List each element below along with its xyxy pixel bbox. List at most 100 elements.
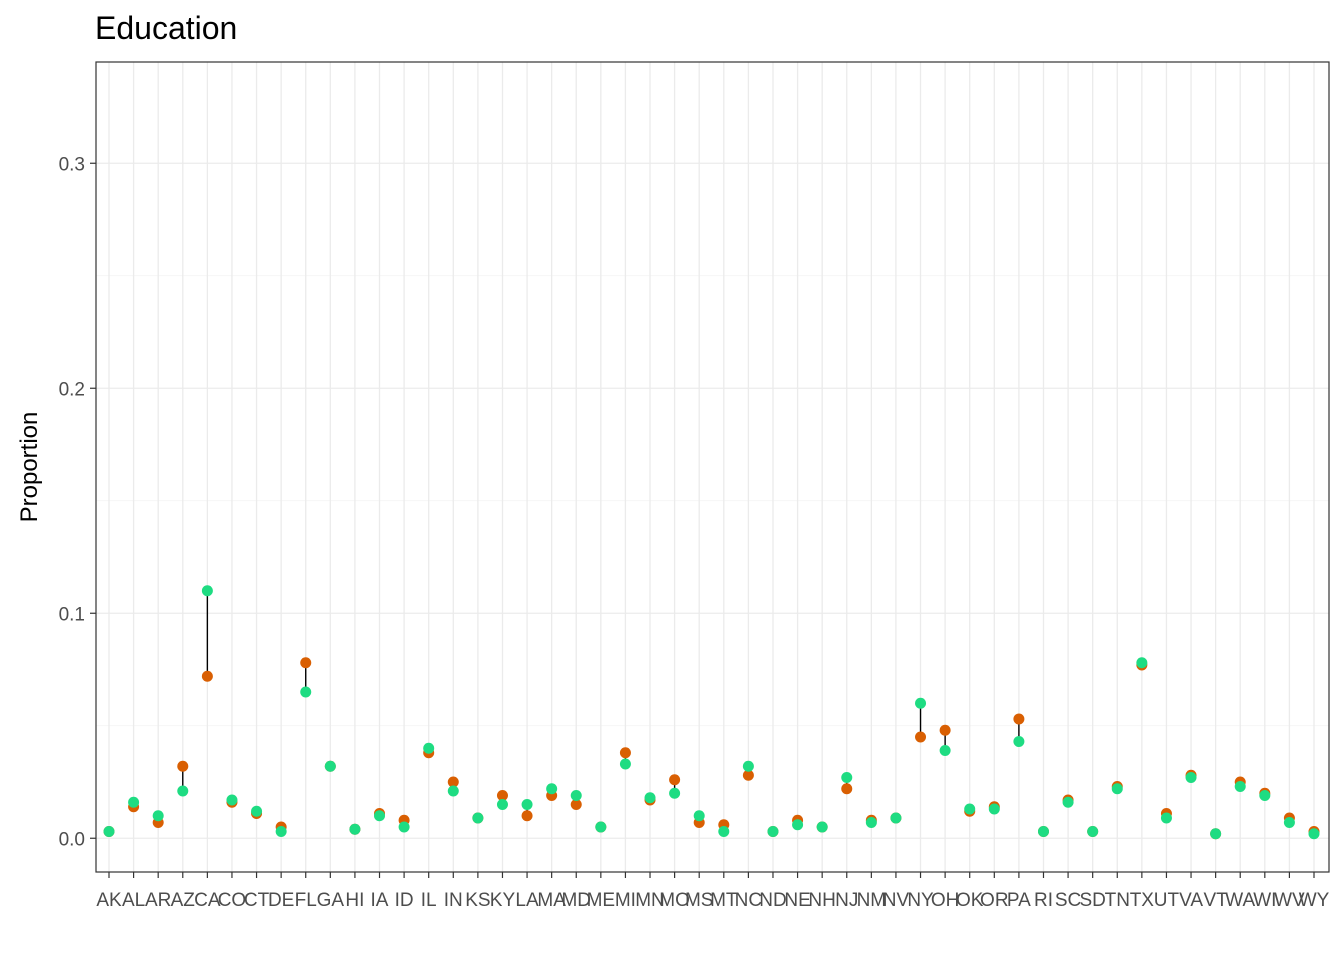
point-series2-RI (1037, 826, 1049, 837)
point-series1-NY (915, 731, 927, 743)
point-series2-MI (619, 758, 631, 770)
point-series2-WI (1259, 790, 1271, 801)
x-tick-label-CT: CT (244, 890, 270, 911)
point-series2-MS (693, 810, 705, 822)
point-series1-MD (570, 799, 582, 810)
x-tick-label-VA: VA (1179, 890, 1203, 911)
point-series2-CT (251, 805, 263, 817)
point-series2-IL (423, 742, 435, 754)
point-series2-OK (964, 803, 976, 815)
x-tick-label-NE: NE (784, 890, 810, 911)
point-series2-NC (742, 760, 754, 772)
x-tick-label-HI: HI (345, 890, 364, 911)
point-series2-UT (1160, 812, 1172, 824)
x-tick-label-KS: KS (465, 890, 490, 911)
x-tick-label-AR: AR (145, 890, 171, 911)
y-axis-title: Proportion (16, 412, 43, 523)
y-tick-label: 0.2 (59, 379, 85, 400)
point-series2-CA (201, 585, 213, 597)
point-series1-MO (669, 774, 681, 786)
x-tick-label-AL: AL (122, 890, 145, 911)
x-tick-label-GA: GA (317, 890, 345, 911)
x-tick-label-WI: WI (1253, 890, 1276, 911)
point-series2-PA (1013, 736, 1025, 747)
point-series2-SC (1062, 796, 1074, 808)
point-series1-NC (742, 769, 754, 781)
point-series1-OH (939, 724, 951, 736)
point-series2-WY (1308, 828, 1320, 840)
x-tick-label-ME: ME (587, 890, 616, 911)
x-tick-label-PA: PA (1007, 890, 1031, 911)
point-series1-AZ (177, 760, 189, 772)
x-tick-label-NY: NY (907, 890, 934, 911)
x-tick-label-IA: IA (371, 890, 389, 911)
point-series1-NJ (841, 783, 853, 795)
x-tick-label-WV: WV (1274, 890, 1305, 911)
point-series2-IN (447, 785, 459, 797)
x-tick-label-VT: VT (1203, 890, 1228, 911)
x-tick-label-FL: FL (295, 890, 317, 911)
x-tick-label-WY: WY (1299, 890, 1330, 911)
point-series2-MA (546, 783, 558, 795)
plot-panel-border (95, 61, 1330, 873)
point-series1-KY (496, 790, 508, 801)
point-series2-MN (644, 792, 656, 804)
x-tick-label-NV: NV (883, 890, 910, 911)
x-tick-label-AK: AK (96, 890, 122, 911)
point-series2-DE (275, 826, 287, 837)
point-series2-LA (521, 799, 533, 810)
x-tick-label-OH: OH (931, 890, 960, 911)
point-series2-TX (1136, 657, 1148, 669)
point-series2-VT (1210, 828, 1222, 840)
x-tick-label-OR: OR (980, 890, 1009, 911)
x-tick-label-NH: NH (808, 890, 835, 911)
x-tick-label-MA: MA (537, 890, 566, 911)
x-tick-label-UT: UT (1154, 890, 1180, 911)
point-series2-GA (324, 760, 336, 772)
x-tick-label-DE: DE (268, 890, 294, 911)
point-series2-OR (988, 803, 1000, 815)
x-tick-label-MN: MN (635, 890, 665, 911)
x-tick-label-CA: CA (194, 890, 221, 911)
x-tick-label-MT: MT (710, 890, 738, 911)
point-series2-AL (128, 796, 140, 808)
x-tick-label-ID: ID (395, 890, 414, 911)
x-tick-label-OK: OK (956, 890, 984, 911)
x-tick-label-NC: NC (735, 890, 762, 911)
x-tick-label-IN: IN (444, 890, 463, 911)
point-series2-FL (300, 686, 312, 698)
point-series1-LA (521, 810, 533, 822)
x-tick-label-MI: MI (615, 890, 636, 911)
point-series2-CO (226, 794, 238, 806)
point-series2-VA (1185, 772, 1197, 783)
point-series2-ND (767, 826, 779, 837)
point-series1-PA (1013, 713, 1025, 725)
y-tick-label: 0.1 (59, 604, 85, 625)
grid-lines (96, 62, 1329, 872)
data-points (103, 585, 1320, 840)
x-tick-label-CO: CO (218, 890, 247, 911)
x-tick-label-RI: RI (1034, 890, 1053, 911)
point-series2-KS (472, 812, 484, 824)
x-tick-label-TX: TX (1130, 890, 1155, 911)
point-series2-NV (890, 812, 902, 824)
x-tick-label-MS: MS (685, 890, 714, 911)
y-tick-label: 0.0 (59, 829, 85, 850)
x-tick-label-SD: SD (1079, 890, 1105, 911)
point-series1-FL (300, 657, 312, 669)
point-series2-ID (398, 821, 410, 833)
point-series2-NY (915, 697, 927, 709)
point-series2-NM (865, 817, 877, 828)
point-series2-WV (1283, 817, 1295, 828)
x-tick-label-NJ: NJ (835, 890, 858, 911)
point-series1-MI (619, 747, 631, 759)
connector-segments (132, 590, 1315, 834)
x-tick-label-LA: LA (515, 890, 539, 911)
x-tick-label-TN: TN (1105, 890, 1130, 911)
x-tick-label-KY: KY (490, 890, 516, 911)
point-series2-SD (1087, 826, 1099, 837)
y-tick-label: 0.3 (59, 154, 85, 175)
x-tick-label-ND: ND (759, 890, 786, 911)
